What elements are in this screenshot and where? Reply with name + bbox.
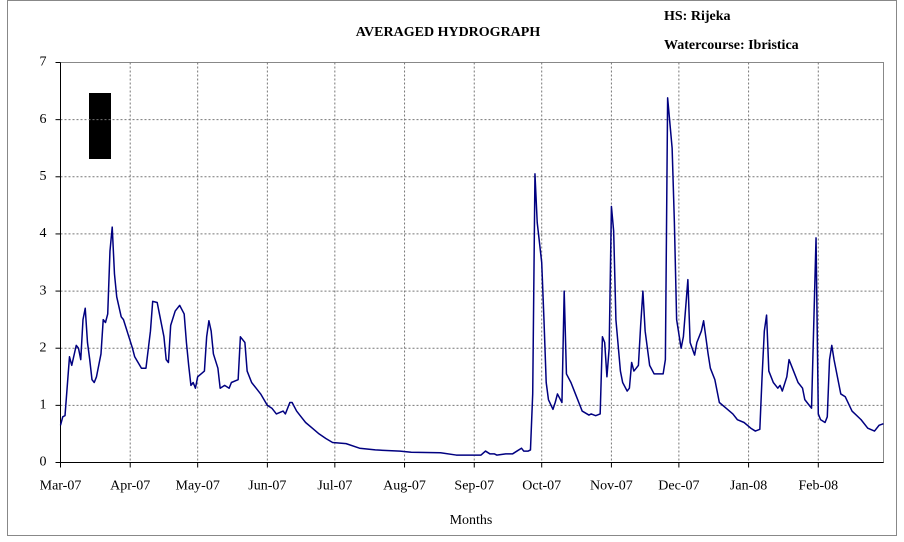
legend-box (89, 93, 111, 159)
chart-title: AVERAGED HYDROGRAPH (356, 25, 541, 40)
y-tick-label: 0 (40, 455, 47, 470)
y-tick-label: 7 (40, 55, 47, 70)
x-tick-label: Dec-07 (658, 479, 699, 494)
x-tick-label: Feb-08 (798, 479, 838, 494)
y-tick-label: 3 (40, 283, 47, 298)
plot-area (60, 62, 884, 463)
y-tick-label: 5 (40, 169, 47, 184)
data-line (59, 97, 884, 456)
x-tick-label: Jan-08 (730, 479, 767, 494)
x-tick-label: Jul-07 (317, 479, 352, 494)
x-tick-label: Apr-07 (110, 479, 150, 494)
x-tick-label: Nov-07 (590, 479, 633, 494)
x-tick-label: Jun-07 (248, 479, 286, 494)
y-tick-label: 2 (40, 340, 47, 355)
y-tick-label: 4 (40, 226, 47, 241)
x-tick-label: Sep-07 (454, 479, 494, 494)
y-tick-label: 6 (40, 112, 47, 127)
x-tick-label: Oct-07 (522, 479, 561, 494)
annotation: HS: Rijeka (664, 9, 731, 24)
x-axis-label: Months (450, 513, 493, 528)
y-tick-label: 1 (40, 398, 47, 413)
annotation: Watercourse: Ibristica (664, 38, 799, 53)
x-tick-label: Mar-07 (40, 479, 82, 494)
x-tick-label: Aug-07 (383, 479, 426, 494)
x-tick-label: May-07 (176, 479, 220, 494)
